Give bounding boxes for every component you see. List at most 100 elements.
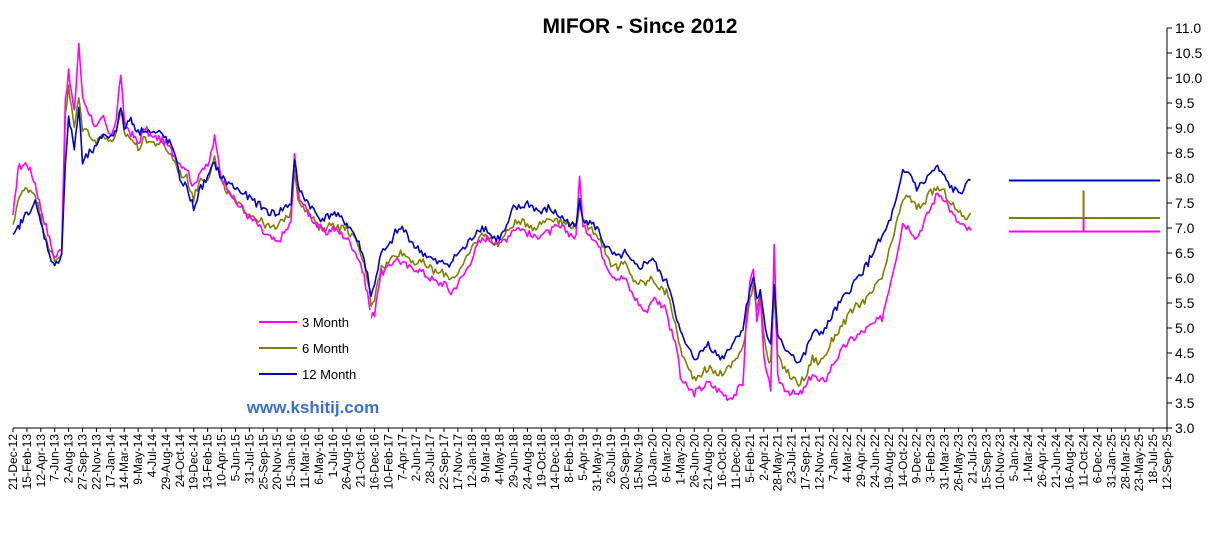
x-tick-label: 21-Oct-16 xyxy=(354,434,368,488)
x-tick-label: 14-Oct-22 xyxy=(896,434,910,488)
x-tick-label: 28-May-21 xyxy=(771,434,785,492)
x-tick-label: 21-Aug-20 xyxy=(701,434,715,490)
x-tick-label: 28-Jul-17 xyxy=(423,434,437,484)
legend-label: 3 Month xyxy=(302,315,349,330)
x-tick-label: 6-Dec-24 xyxy=(1090,434,1104,484)
x-tick-label: 10-Apr-15 xyxy=(215,434,229,488)
x-tick-label: 15-Nov-19 xyxy=(632,434,646,490)
x-tick-label: 1-May-20 xyxy=(673,434,687,485)
y-tick-label: 9.5 xyxy=(1175,95,1195,111)
x-tick-label: 5-Jun-15 xyxy=(228,434,242,482)
x-tick-label: 12-Nov-21 xyxy=(812,434,826,490)
y-tick-label: 9.0 xyxy=(1175,120,1195,136)
x-tick-label: 26-Jul-19 xyxy=(604,434,618,484)
y-tick-label: 10.0 xyxy=(1175,70,1202,86)
y-tick-label: 3.0 xyxy=(1175,420,1195,436)
x-tick-label: 31-Jul-15 xyxy=(242,434,256,484)
x-tick-label: 15-Jan-16 xyxy=(284,434,298,488)
x-tick-label: 7-Jan-22 xyxy=(826,434,840,482)
plot-area xyxy=(12,28,1168,429)
x-tick-label: 15-Sep-23 xyxy=(979,434,993,490)
legend-label: 12 Month xyxy=(302,367,356,382)
x-tick-label: 23-May-25 xyxy=(1132,434,1146,492)
x-tick-label: 19-Aug-22 xyxy=(882,434,896,490)
y-tick-label: 5.0 xyxy=(1175,320,1195,336)
y-tick-label: 3.5 xyxy=(1175,395,1195,411)
x-axis-ticks: 21-Dec-12 15-Feb-13 12-Apr-13 7-Jun-13 2-Aug… xyxy=(6,428,1174,491)
x-tick-label: 14-Dec-18 xyxy=(548,434,562,490)
x-tick-label: 17-Nov-17 xyxy=(451,434,465,490)
legend-label: 6 Month xyxy=(302,341,349,356)
x-tick-label: 16-Aug-24 xyxy=(1063,434,1077,490)
x-tick-label: 22-Sep-17 xyxy=(437,434,451,490)
series-line-6-month xyxy=(12,84,972,387)
chart-title: MIFOR - Since 2012 xyxy=(543,15,738,38)
x-tick-label: 24-Aug-18 xyxy=(520,434,534,490)
x-tick-label: 6-Mar-20 xyxy=(659,434,673,483)
x-tick-label: 2-Apr-21 xyxy=(757,434,771,481)
legend-entry-bg xyxy=(255,362,371,382)
x-tick-label: 29-Apr-22 xyxy=(854,434,868,488)
x-tick-label: 31-Mar-23 xyxy=(938,434,952,490)
y-axis-ticks: 3.0 3.5 4.0 4.5 5.0 5.5 6.0 6.5 7.0 7.5 8.0 8.5 9.0 9… xyxy=(1167,20,1202,436)
y-tick-label: 6.0 xyxy=(1175,270,1195,286)
x-tick-label: 11-Mar-16 xyxy=(298,434,312,489)
x-tick-label: 12-Sep-25 xyxy=(1160,434,1174,490)
watermark-text: www.kshitij.com xyxy=(246,398,380,417)
x-tick-label: 21-Jun-24 xyxy=(1049,434,1063,488)
x-tick-label: 5-Feb-21 xyxy=(743,434,757,483)
x-tick-label: 25-Sep-15 xyxy=(256,434,270,490)
x-tick-label: 7-Apr-17 xyxy=(395,434,409,481)
x-tick-label: 5-Jan-24 xyxy=(1007,434,1021,482)
y-tick-label: 8.0 xyxy=(1175,170,1195,186)
x-tick-label: 27-Sep-13 xyxy=(76,434,90,490)
x-tick-label: 15-Feb-13 xyxy=(20,434,34,490)
x-tick-label: 26-Aug-16 xyxy=(340,434,354,490)
y-tick-label: 10.5 xyxy=(1175,45,1202,61)
series-lines xyxy=(12,42,972,402)
x-tick-label: 21-Dec-12 xyxy=(6,434,20,490)
x-tick-label: 23-Jul-21 xyxy=(785,434,799,484)
x-tick-label: 9-May-14 xyxy=(131,434,145,485)
x-tick-label: 20-Sep-19 xyxy=(618,434,632,490)
x-tick-label: 16-Dec-16 xyxy=(367,434,381,490)
y-tick-label: 8.5 xyxy=(1175,145,1195,161)
x-tick-label: 10-Jan-20 xyxy=(646,434,660,488)
y-tick-label: 11.0 xyxy=(1175,20,1201,36)
x-tick-label: 4-Mar-22 xyxy=(840,434,854,483)
x-tick-label: 2-Aug-13 xyxy=(62,434,76,484)
x-tick-label: 24-Jun-22 xyxy=(868,434,882,488)
y-tick-label: 6.5 xyxy=(1175,245,1195,261)
x-tick-label: 4-May-18 xyxy=(493,434,507,485)
x-tick-label: 9-Dec-22 xyxy=(910,434,924,484)
series-line-3-month xyxy=(12,42,972,402)
x-tick-label: 3-Feb-23 xyxy=(924,434,938,483)
x-tick-label: 6-May-16 xyxy=(312,434,326,485)
x-tick-label: 8-Feb-19 xyxy=(562,434,576,483)
x-tick-label: 31-Jan-25 xyxy=(1104,434,1118,488)
x-tick-label: 26-Jun-20 xyxy=(687,434,701,488)
x-tick-label: 11-Oct-24 xyxy=(1077,434,1091,487)
x-tick-label: 26-May-23 xyxy=(951,434,965,492)
x-tick-label: 14-Mar-14 xyxy=(117,434,131,490)
x-tick-label: 28-Mar-25 xyxy=(1118,434,1132,490)
x-tick-label: 18-Jul-25 xyxy=(1146,434,1160,484)
x-tick-label: 13-Feb-15 xyxy=(201,434,215,490)
x-tick-label: 4-Jul-14 xyxy=(145,434,159,478)
x-tick-label: 1-Jul-16 xyxy=(326,434,340,478)
legend: 3 Month 6 Month 12 Month xyxy=(255,310,371,382)
x-tick-label: 17-Sep-21 xyxy=(799,434,813,490)
x-tick-label: 12-Apr-13 xyxy=(34,434,48,488)
x-tick-label: 19-Dec-14 xyxy=(187,434,201,490)
series-line-12-month xyxy=(12,106,972,364)
x-tick-label: 2-Jun-17 xyxy=(409,434,423,482)
x-tick-label: 16-Oct-20 xyxy=(715,434,729,488)
reference-lines xyxy=(1008,179,1161,233)
x-tick-label: 31-May-19 xyxy=(590,434,604,492)
x-tick-label: 22-Nov-13 xyxy=(89,434,103,490)
legend-entry-bg xyxy=(255,336,371,356)
y-tick-label: 4.5 xyxy=(1175,345,1195,361)
x-tick-label: 19-Oct-18 xyxy=(534,434,548,488)
x-tick-label: 21-Jul-23 xyxy=(965,434,979,484)
